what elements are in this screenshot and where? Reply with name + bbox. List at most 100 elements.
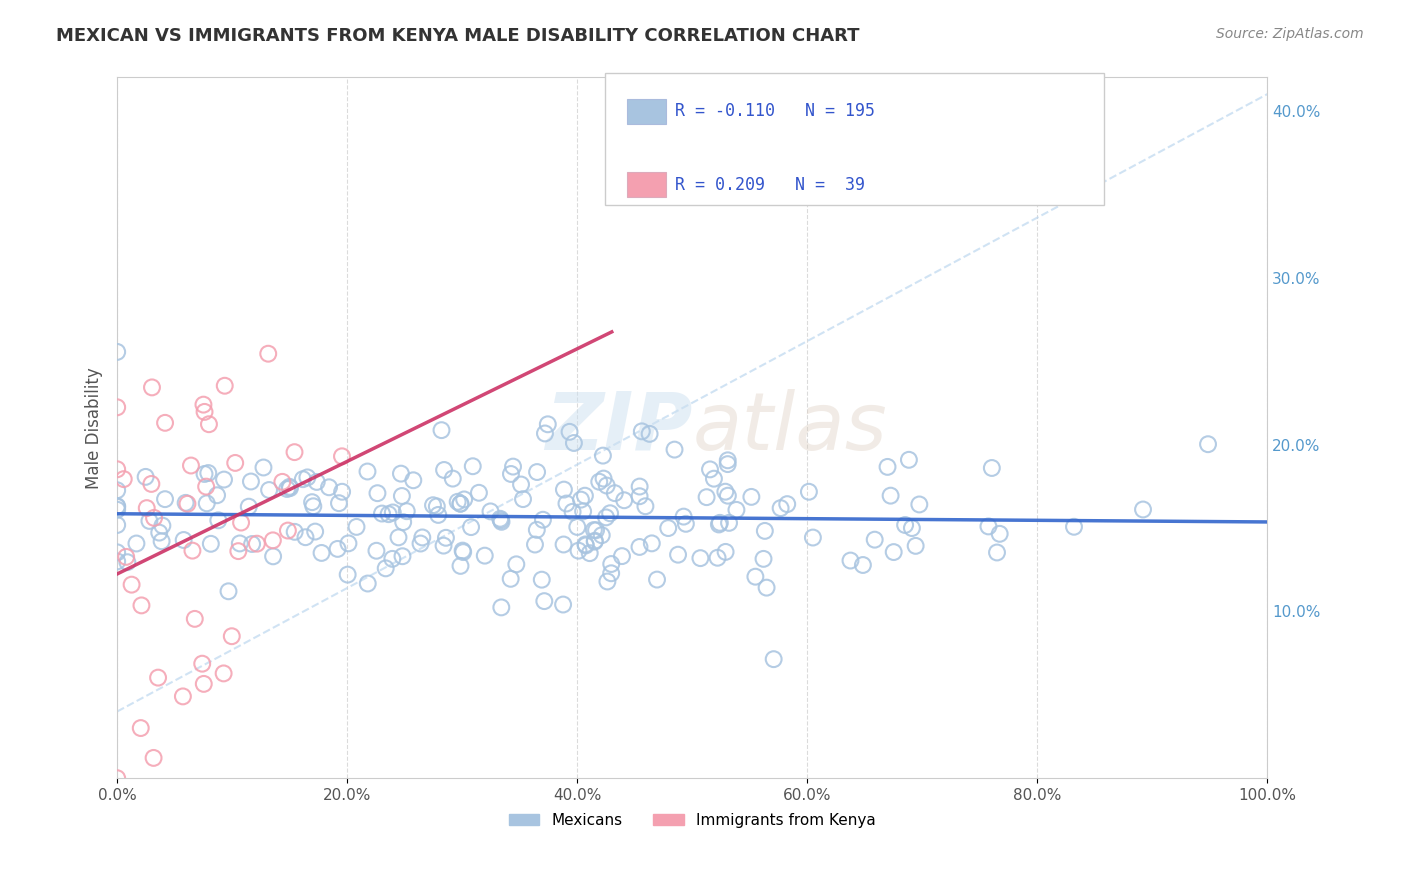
Point (212, 473, 235, 487)
Point (567, 520, 589, 534)
Point (224, 456, 246, 470)
Point (645, 573, 668, 587)
Point (433, 463, 456, 477)
Point (240, 537, 263, 551)
Point (105, 502, 128, 516)
Point (666, 548, 689, 562)
Point (603, 486, 626, 500)
Point (592, 449, 614, 463)
Point (229, 536, 252, 550)
Point (769, 501, 792, 516)
Point (198, 417, 221, 432)
Point (801, 531, 824, 545)
Point (207, 513, 229, 527)
Point (381, 552, 404, 566)
Point (491, 600, 513, 615)
Point (876, 459, 898, 474)
Point (725, 503, 748, 517)
Point (641, 536, 664, 550)
Point (371, 507, 394, 521)
Point (699, 462, 721, 476)
Point (427, 508, 450, 522)
Point (675, 516, 697, 531)
Point (262, 533, 284, 548)
Point (193, 467, 215, 481)
Point (191, 657, 214, 671)
Point (214, 378, 236, 392)
Point (717, 489, 740, 503)
Point (381, 506, 404, 520)
Point (150, 534, 173, 549)
Point (569, 492, 592, 507)
Point (530, 573, 553, 587)
Point (337, 536, 360, 550)
Point (583, 534, 606, 549)
Point (432, 539, 454, 553)
Point (449, 497, 471, 511)
Point (197, 466, 219, 480)
Point (599, 506, 621, 520)
Point (582, 523, 605, 537)
Point (526, 523, 548, 537)
Point (537, 417, 560, 432)
Point (193, 398, 215, 412)
Point (583, 533, 606, 548)
Point (141, 477, 163, 491)
Point (105, 518, 128, 533)
Point (707, 517, 730, 532)
Point (411, 531, 433, 545)
Point (505, 558, 527, 572)
Point (980, 461, 1002, 475)
Point (172, 690, 194, 704)
Point (302, 500, 325, 514)
Point (138, 514, 160, 528)
Point (897, 452, 920, 467)
Point (450, 497, 472, 511)
Point (574, 537, 596, 551)
Point (153, 416, 176, 430)
Point (121, 577, 143, 591)
Point (221, 629, 243, 643)
Point (395, 504, 418, 518)
Point (657, 521, 679, 535)
Point (294, 530, 316, 544)
Point (392, 515, 415, 529)
Point (553, 483, 575, 497)
Point (1197, 437, 1219, 451)
Point (326, 541, 349, 556)
Point (180, 458, 202, 473)
Point (717, 453, 740, 467)
Point (356, 465, 378, 479)
Point (572, 504, 595, 518)
Point (628, 489, 651, 503)
Point (434, 531, 457, 545)
Point (105, 401, 128, 415)
Point (634, 500, 657, 514)
Point (904, 539, 927, 553)
Point (523, 537, 546, 551)
Point (105, 554, 128, 568)
Point (391, 549, 413, 564)
Point (212, 666, 235, 681)
Point (278, 481, 301, 495)
Point (105, 462, 128, 476)
Point (301, 495, 323, 509)
Point (531, 513, 554, 527)
Point (131, 599, 153, 613)
Point (489, 512, 512, 526)
Point (318, 480, 340, 494)
Point (1132, 502, 1154, 516)
Point (461, 459, 484, 474)
Point (526, 465, 548, 479)
Point (883, 545, 905, 559)
Point (703, 472, 725, 486)
Point (499, 572, 522, 586)
Point (479, 504, 502, 518)
Point (283, 445, 305, 459)
Point (125, 536, 148, 550)
Point (553, 598, 575, 612)
Point (153, 492, 176, 507)
Point (195, 496, 218, 510)
Point (752, 552, 775, 566)
Point (387, 530, 409, 544)
